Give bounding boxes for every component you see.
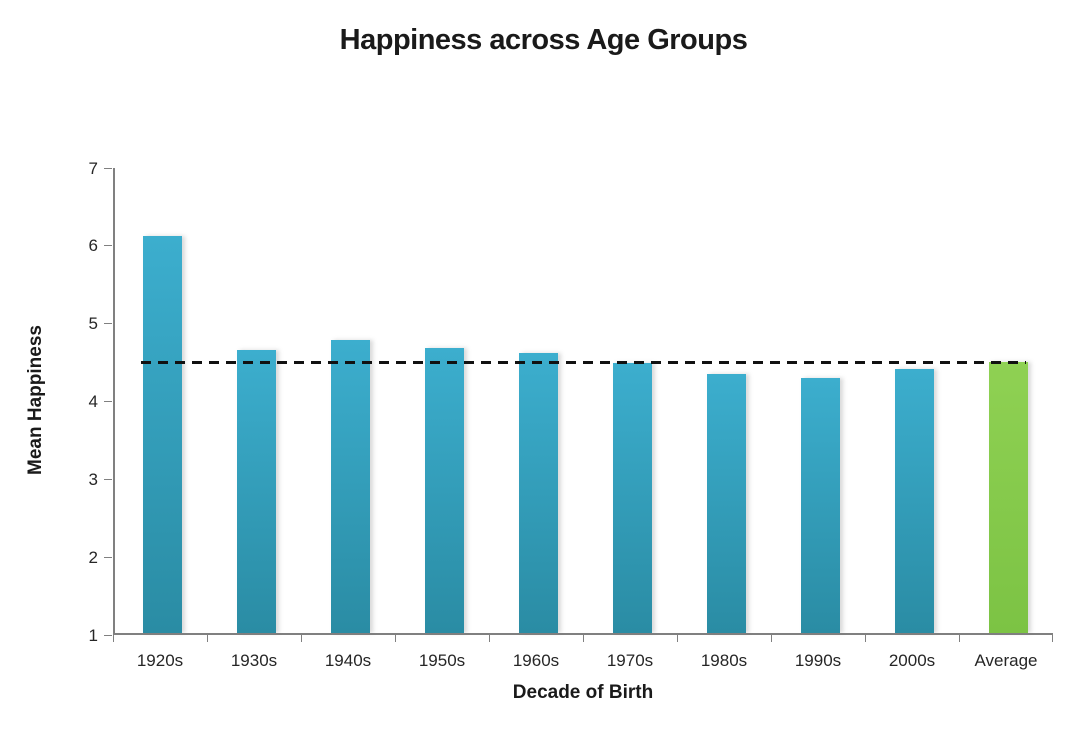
y-tick-label-6: 6 bbox=[88, 236, 98, 256]
y-tick-mark-2 bbox=[104, 556, 112, 558]
plot-area bbox=[113, 168, 1053, 635]
x-tick-mark-10 bbox=[1052, 635, 1053, 642]
x-tick-label-1990s: 1990s bbox=[794, 651, 842, 670]
x-tick-label-1980s: 1980s bbox=[700, 651, 748, 670]
bar-2000s bbox=[894, 369, 934, 633]
bar-average bbox=[988, 362, 1028, 633]
x-tick-label-1960s: 1960s bbox=[512, 651, 560, 670]
bar-1940s bbox=[330, 339, 370, 633]
x-tick-mark-2 bbox=[301, 635, 302, 642]
bar-1950s bbox=[424, 348, 464, 633]
bar-1960s bbox=[518, 352, 558, 633]
y-tick-mark-3 bbox=[104, 478, 112, 480]
x-tick-mark-8 bbox=[865, 635, 866, 642]
x-tick-mark-1 bbox=[207, 635, 208, 642]
bar-1930s bbox=[236, 349, 276, 633]
x-tick-mark-5 bbox=[583, 635, 584, 642]
bar-1980s bbox=[706, 373, 746, 633]
x-tick-mark-3 bbox=[395, 635, 396, 642]
x-axis-title: Decade of Birth bbox=[512, 682, 654, 703]
x-tick-label-1920s: 1920s bbox=[136, 651, 184, 670]
x-tick-label-1950s: 1950s bbox=[418, 651, 466, 670]
y-axis-title: Mean Happiness bbox=[25, 325, 46, 475]
x-tick-mark-7 bbox=[771, 635, 772, 642]
y-tick-label-1: 1 bbox=[88, 625, 98, 645]
chart-title: Happiness across Age Groups bbox=[339, 24, 748, 56]
x-tick-label-2000s: 2000s bbox=[888, 651, 936, 670]
x-tick-label-1970s: 1970s bbox=[606, 651, 654, 670]
y-tick-mark-6 bbox=[104, 245, 112, 247]
y-tick-label-7: 7 bbox=[88, 158, 98, 178]
x-tick-label-1930s: 1930s bbox=[230, 651, 278, 670]
x-tick-label-average: Average bbox=[974, 651, 1038, 670]
y-tick-label-5: 5 bbox=[88, 314, 98, 334]
y-tick-mark-5 bbox=[104, 323, 112, 325]
x-tick-mark-9 bbox=[959, 635, 960, 642]
bar-1970s bbox=[612, 362, 652, 633]
x-tick-mark-6 bbox=[677, 635, 678, 642]
average-dashed-line bbox=[140, 361, 1026, 365]
y-tick-label-2: 2 bbox=[88, 547, 98, 567]
y-tick-label-4: 4 bbox=[88, 392, 98, 411]
y-tick-label-3: 3 bbox=[88, 469, 98, 489]
y-tick-mark-1 bbox=[104, 634, 112, 636]
x-tick-mark-0 bbox=[113, 635, 114, 642]
x-tick-label-1940s: 1940s bbox=[324, 651, 372, 670]
y-tick-mark-4 bbox=[104, 401, 112, 402]
bar-1920s bbox=[142, 236, 182, 633]
x-tick-mark-4 bbox=[489, 635, 490, 642]
bar-1990s bbox=[800, 377, 840, 633]
y-tick-mark-7 bbox=[104, 167, 112, 169]
